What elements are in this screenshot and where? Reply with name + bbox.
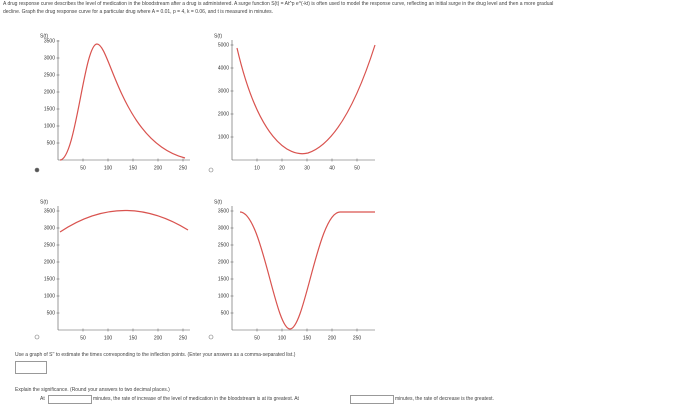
explain-prompt: Explain the significance. (Round your an… bbox=[15, 387, 170, 393]
y-tick-label: 3000 bbox=[44, 55, 55, 61]
answer-text: At bbox=[40, 396, 45, 402]
y-label: S(t) bbox=[214, 199, 222, 205]
x-tick-label: 150 bbox=[129, 335, 138, 341]
x-tick-label: 50 bbox=[354, 165, 360, 171]
x-tick-label: 50 bbox=[80, 165, 86, 171]
y-tick-label: 3000 bbox=[218, 225, 229, 231]
y-tick-label: 1500 bbox=[44, 276, 55, 282]
x-tick-label: 250 bbox=[353, 335, 362, 341]
x-tick-label: 250 bbox=[179, 165, 188, 171]
y-label: S(t) bbox=[40, 33, 48, 39]
y-tick-label: 1000 bbox=[44, 293, 55, 299]
inflection-input[interactable] bbox=[15, 361, 47, 374]
x-tick-label: 100 bbox=[104, 335, 113, 341]
y-tick-label: 2000 bbox=[218, 111, 229, 117]
y-tick-label: 2500 bbox=[218, 242, 229, 248]
radio[interactable] bbox=[208, 334, 214, 340]
y-tick-label: 500 bbox=[47, 310, 56, 316]
x-tick-label: 50 bbox=[80, 335, 86, 341]
y-tick-label: 2500 bbox=[44, 72, 55, 78]
y-tick-label: 1000 bbox=[218, 134, 229, 140]
x-tick-label: 30 bbox=[304, 165, 310, 171]
y-label: S(t) bbox=[40, 199, 48, 205]
intro-line: decline. Graph the drug response curve f… bbox=[3, 9, 274, 15]
y-tick-label: 1000 bbox=[44, 123, 55, 129]
x-tick-label: 200 bbox=[154, 335, 163, 341]
y-tick-label: 1000 bbox=[218, 293, 229, 299]
intro-line: A drug response curve describes the leve… bbox=[3, 1, 554, 7]
y-tick-label: 3000 bbox=[218, 88, 229, 94]
y-tick-label: 4000 bbox=[218, 65, 229, 71]
curve bbox=[59, 209, 189, 233]
x-tick-label: 50 bbox=[254, 335, 260, 341]
y-tick-label: 3500 bbox=[44, 38, 55, 44]
x-tick-label: 100 bbox=[278, 335, 287, 341]
radio[interactable] bbox=[34, 167, 40, 173]
answer-input[interactable] bbox=[48, 395, 92, 404]
answer-text: minutes, the rate of increase of the lev… bbox=[93, 396, 299, 402]
y-tick-label: 2000 bbox=[44, 89, 55, 95]
x-tick-label: 20 bbox=[279, 165, 285, 171]
y-tick-label: 2000 bbox=[218, 259, 229, 265]
y-label: S(t) bbox=[214, 33, 222, 39]
y-tick-label: 3500 bbox=[44, 208, 55, 214]
x-tick-label: 40 bbox=[329, 165, 335, 171]
x-tick-label: 100 bbox=[104, 165, 113, 171]
x-tick-label: 150 bbox=[129, 165, 138, 171]
x-tick-label: 10 bbox=[254, 165, 260, 171]
x-tick-label: 200 bbox=[154, 165, 163, 171]
curve bbox=[59, 43, 186, 161]
y-tick-label: 3500 bbox=[218, 208, 229, 214]
x-tick-label: 250 bbox=[179, 335, 188, 341]
y-tick-label: 500 bbox=[221, 310, 230, 316]
curve bbox=[239, 211, 375, 330]
y-tick-label: 500 bbox=[47, 140, 56, 146]
y-tick-label: 2500 bbox=[44, 242, 55, 248]
y-tick-label: 3000 bbox=[44, 225, 55, 231]
y-tick-label: 1500 bbox=[218, 276, 229, 282]
radio[interactable] bbox=[208, 167, 214, 173]
y-tick-label: 5000 bbox=[218, 42, 229, 48]
answer-text: minutes, the rate of decrease is the gre… bbox=[395, 396, 494, 402]
x-tick-label: 150 bbox=[303, 335, 312, 341]
y-tick-label: 1500 bbox=[44, 106, 55, 112]
radio[interactable] bbox=[34, 334, 40, 340]
inflection-prompt: Use a graph of S'' to estimate the times… bbox=[15, 352, 296, 358]
curve bbox=[236, 44, 376, 155]
x-tick-label: 200 bbox=[328, 335, 337, 341]
answer-input[interactable] bbox=[350, 395, 394, 404]
y-tick-label: 2000 bbox=[44, 259, 55, 265]
